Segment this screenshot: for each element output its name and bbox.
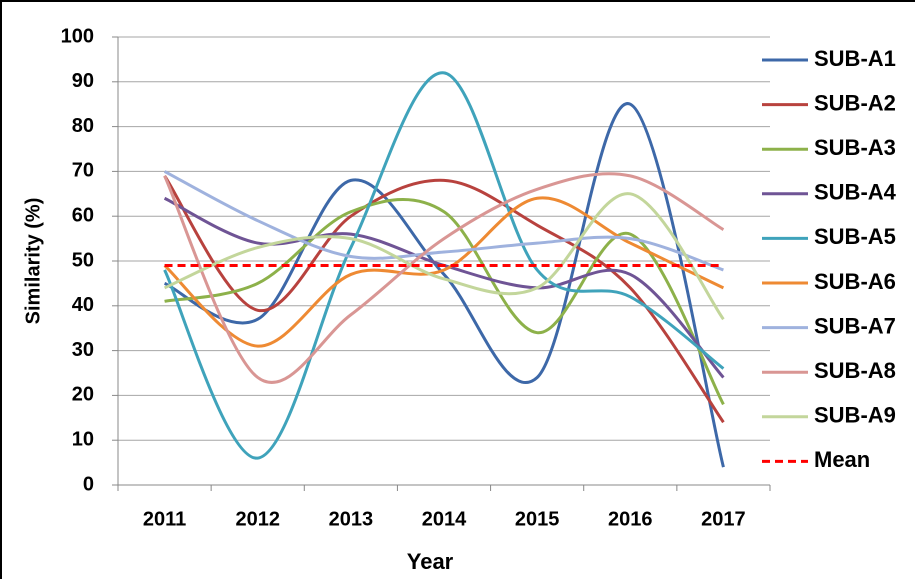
legend-label: SUB-A1 bbox=[814, 46, 896, 71]
legend-label: SUB-A2 bbox=[814, 90, 896, 115]
y-tick-label: 80 bbox=[72, 115, 94, 137]
x-tick-label: 2016 bbox=[608, 508, 653, 530]
series-line bbox=[163, 170, 724, 272]
series-line bbox=[163, 71, 725, 460]
y-tick-label: 20 bbox=[72, 384, 94, 406]
x-tick-label: 2011 bbox=[143, 508, 186, 530]
series-line bbox=[163, 102, 725, 468]
legend-label: SUB-A4 bbox=[814, 180, 897, 205]
y-tick-label: 90 bbox=[72, 70, 94, 92]
legend-label: Mean bbox=[814, 447, 870, 472]
y-tick-label: 30 bbox=[72, 339, 94, 361]
y-tick-label: 60 bbox=[72, 204, 94, 226]
legend-label: SUB-A9 bbox=[814, 403, 896, 428]
series-line bbox=[163, 196, 725, 348]
y-tick-label: 70 bbox=[72, 160, 94, 182]
legend-label: SUB-A6 bbox=[814, 269, 896, 294]
y-tick-label: 100 bbox=[61, 25, 94, 47]
x-tick-label: 2015 bbox=[515, 508, 560, 530]
series-line bbox=[163, 192, 725, 321]
legend-label: SUB-A8 bbox=[814, 358, 896, 383]
series-line bbox=[163, 172, 725, 385]
y-tick-label: 10 bbox=[72, 428, 94, 450]
series-line bbox=[163, 175, 725, 424]
y-axis-label: Similarity (%) bbox=[22, 198, 44, 325]
y-tick-label: 0 bbox=[83, 473, 94, 495]
legend-label: SUB-A3 bbox=[814, 135, 896, 160]
x-tick-label: 2013 bbox=[329, 508, 374, 530]
y-tick-label: 40 bbox=[72, 294, 94, 316]
x-axis-label: Year bbox=[407, 549, 454, 574]
x-tick-label: 2012 bbox=[235, 508, 280, 530]
x-tick-label: 2017 bbox=[701, 508, 746, 530]
legend-label: SUB-A7 bbox=[814, 313, 896, 338]
x-tick-label: 2014 bbox=[422, 508, 467, 530]
y-tick-label: 50 bbox=[72, 249, 94, 271]
legend-label: SUB-A5 bbox=[814, 224, 896, 249]
